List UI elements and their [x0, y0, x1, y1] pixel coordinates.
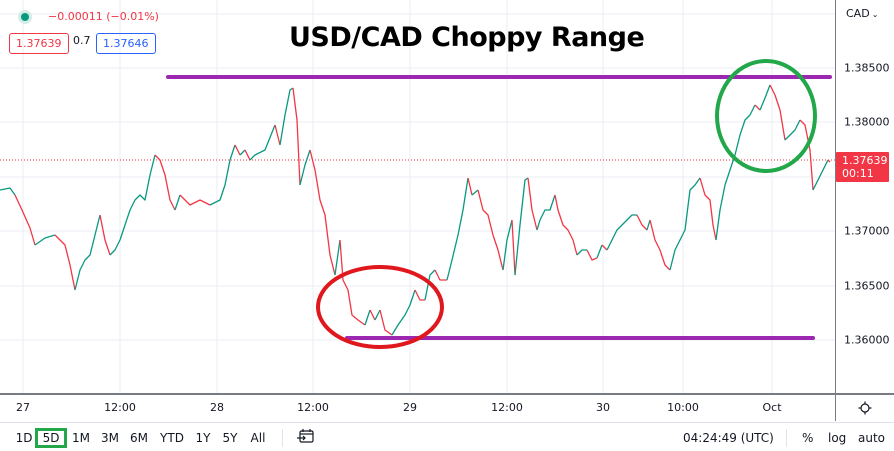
bid-price-button[interactable]: 1.37639	[9, 33, 69, 54]
range-3m-button[interactable]: 3M	[101, 431, 119, 445]
range-5y-button[interactable]: 5Y	[222, 431, 238, 445]
price-chart-svg	[0, 0, 835, 393]
price-tick: 1.37000	[844, 224, 890, 238]
chart-pane[interactable]: −0.00011 (−0.01%) 1.37639 0.7 1.37646 US…	[0, 0, 835, 393]
price-tick: 1.38500	[844, 61, 890, 75]
time-tick: 12:00	[491, 401, 523, 414]
chart-settings-button[interactable]	[835, 393, 894, 421]
resistance-test-ellipse	[715, 59, 817, 173]
auto-scale-toggle[interactable]: auto	[858, 431, 886, 445]
price-series	[0, 84, 831, 336]
percent-scale-toggle[interactable]: %	[802, 431, 814, 445]
price-tick: 1.36500	[844, 279, 890, 293]
gear-icon	[858, 401, 872, 415]
time-tick: 30	[596, 401, 610, 414]
log-scale-toggle[interactable]: log	[828, 431, 847, 445]
range-1d-button[interactable]: 1D	[15, 431, 33, 445]
time-tick: 27	[16, 401, 30, 414]
range-ytd-button[interactable]: YTD	[160, 431, 184, 445]
last-price-label: 1.37639 00:11	[836, 152, 889, 182]
support-test-ellipse	[316, 265, 444, 349]
chevron-down-icon: ⌄	[871, 10, 879, 19]
market-status-icon	[18, 10, 32, 24]
bottom-toolbar: 1D 5D 1M 3M 6M YTD 1Y 5Y All 04:24:49 (U…	[0, 422, 894, 451]
time-tick: 12:00	[297, 401, 329, 414]
time-tick: 10:00	[667, 401, 699, 414]
grid-lines	[0, 0, 835, 393]
range-6m-button[interactable]: 6M	[130, 431, 148, 445]
ask-price-button[interactable]: 1.37646	[96, 33, 156, 54]
range-1m-button[interactable]: 1M	[72, 431, 90, 445]
bar-countdown: 00:11	[842, 167, 874, 180]
spread-value: 0.7	[73, 34, 91, 47]
go-to-date-button[interactable]	[296, 428, 316, 448]
range-5d-button[interactable]: 5D	[35, 428, 67, 448]
price-axis[interactable]: CAD ⌄ 1.38500 1.38000 1.37000 1.36500 1.3…	[835, 0, 894, 393]
price-change: −0.00011 (−0.01%)	[48, 10, 159, 23]
calendar-goto-icon	[297, 429, 314, 443]
toolbar-divider	[282, 429, 283, 447]
range-1y-button[interactable]: 1Y	[195, 431, 211, 445]
currency-selector[interactable]: CAD ⌄	[846, 7, 879, 20]
toolbar-divider	[786, 429, 787, 447]
time-tick: 29	[403, 401, 417, 414]
time-tick: 28	[210, 401, 224, 414]
chart-title: USD/CAD Choppy Range	[289, 22, 645, 53]
price-tick: 1.36000	[844, 333, 890, 347]
time-tick: 12:00	[104, 401, 136, 414]
time-tick: Oct	[762, 401, 782, 414]
time-axis[interactable]: 27 12:00 28 12:00 29 12:00 30 10:00 Oct	[0, 393, 835, 421]
utc-clock[interactable]: 04:24:49 (UTC)	[683, 431, 774, 445]
price-tick: 1.38000	[844, 115, 890, 129]
range-all-button[interactable]: All	[250, 431, 266, 445]
